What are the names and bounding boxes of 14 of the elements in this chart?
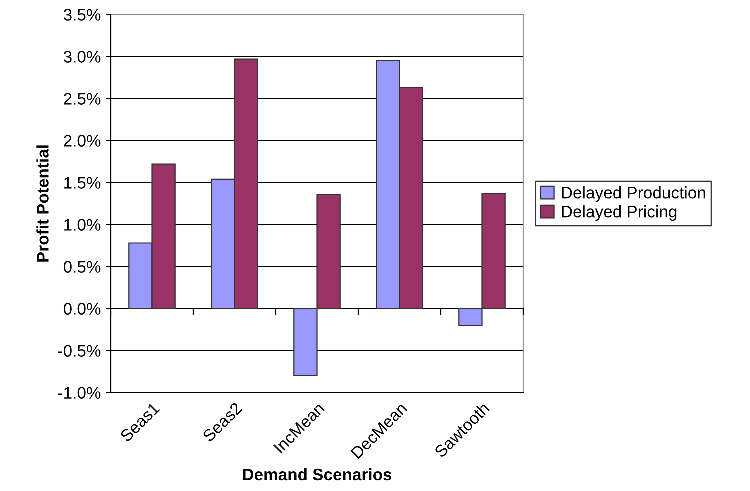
x-axis-title: Demand Scenarios (243, 468, 392, 481)
y-tick-label: 1.5% (64, 177, 101, 189)
y-tick-label: 0.5% (64, 261, 101, 273)
y-tick-label: -0.5% (58, 345, 101, 357)
legend-label: Delayed Production (562, 186, 706, 202)
y-tick-label: 2.5% (64, 93, 101, 105)
y-tick-label: 2.0% (64, 135, 101, 147)
y-tick-label: 1.0% (64, 219, 101, 231)
y-tick-label: 0.0% (64, 303, 101, 315)
y-axis-title: Profit Potential (36, 146, 49, 262)
y-tick-label: 3.0% (64, 51, 101, 63)
y-tick-label: 3.5% (64, 9, 101, 21)
legend-label: Delayed Pricing (562, 206, 677, 222)
y-tick-label: -1.0% (58, 387, 101, 400)
